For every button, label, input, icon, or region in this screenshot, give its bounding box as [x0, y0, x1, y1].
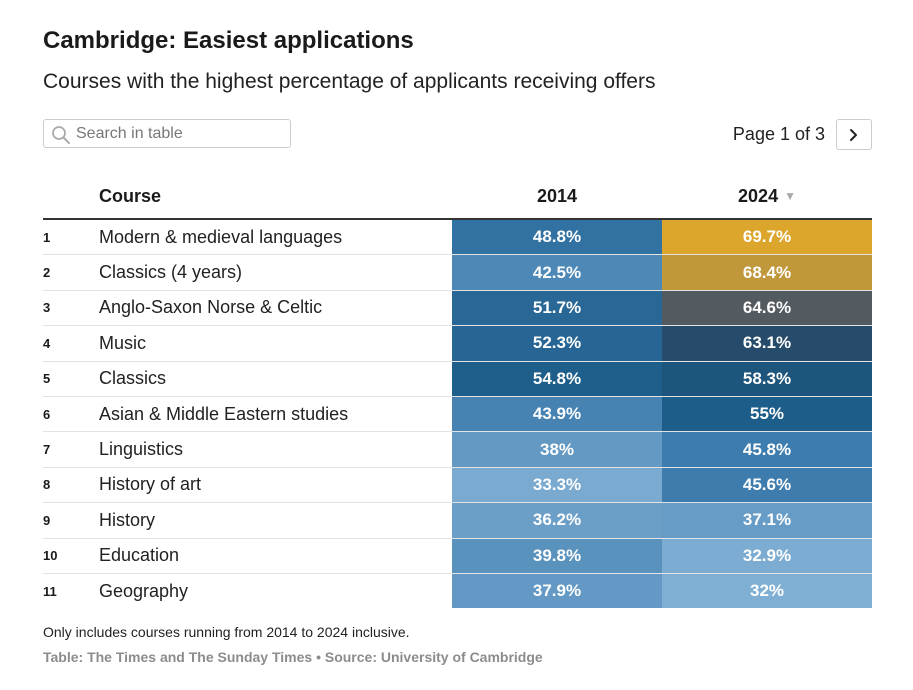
next-page-button[interactable]	[836, 119, 872, 150]
table-row: 10 Education 39.8% 32.9%	[43, 538, 872, 574]
row-rank: 8	[43, 467, 99, 504]
row-rank: 6	[43, 396, 99, 433]
value-2014-cell: 54.8%	[452, 361, 662, 397]
value-2024-cell: 55%	[662, 396, 872, 433]
row-course: History	[99, 502, 452, 539]
value-2014-cell: 51.7%	[452, 290, 662, 327]
chart-subtitle: Courses with the highest percentage of a…	[43, 70, 656, 93]
row-rank: 3	[43, 290, 99, 327]
row-course: Asian & Middle Eastern studies	[99, 396, 452, 433]
year-2014-header-label: 2014	[536, 185, 578, 206]
value-2024-cell: 68.4%	[662, 254, 872, 291]
table-header-row: Course 2014 2024 ▼	[43, 174, 872, 220]
value-2024-cell: 45.8%	[662, 431, 872, 468]
table-row: 3 Anglo-Saxon Norse & Celtic 51.7% 64.6%	[43, 290, 872, 327]
row-rank: 7	[43, 431, 99, 468]
table-row: 8 History of art 33.3% 45.6%	[43, 467, 872, 504]
table-row: 7 Linguistics 38% 45.8%	[43, 431, 872, 468]
row-rank: 4	[43, 325, 99, 362]
value-2014-cell: 37.9%	[452, 573, 662, 609]
value-2024-cell: 37.1%	[662, 502, 872, 539]
footnote: Only includes courses running from 2014 …	[43, 624, 410, 640]
year-2014-column-header[interactable]: 2014	[452, 174, 662, 220]
row-rank: 1	[43, 219, 99, 256]
value-2024-cell: 64.6%	[662, 290, 872, 327]
value-2014-cell: 52.3%	[452, 325, 662, 362]
row-course: Education	[99, 538, 452, 574]
value-2024-cell: 45.6%	[662, 467, 872, 504]
source-credit: Table: The Times and The Sunday Times • …	[43, 649, 543, 665]
value-2014-cell: 39.8%	[452, 538, 662, 574]
value-2024-cell: 69.7%	[662, 219, 872, 256]
table-row: 4 Music 52.3% 63.1%	[43, 325, 872, 362]
sort-descending-icon: ▼	[784, 188, 796, 203]
search-box	[43, 119, 291, 148]
row-rank: 9	[43, 502, 99, 539]
value-2024-cell: 32%	[662, 573, 872, 609]
table-row: 1 Modern & medieval languages 48.8% 69.7%	[43, 219, 872, 256]
table-row: 6 Asian & Middle Eastern studies 43.9% 55%	[43, 396, 872, 433]
row-course: History of art	[99, 467, 452, 504]
value-2014-cell: 42.5%	[452, 254, 662, 291]
row-course: Classics	[99, 361, 452, 397]
row-rank: 11	[43, 583, 57, 599]
year-2024-column-header[interactable]: 2024 ▼	[662, 174, 872, 220]
chevron-right-icon	[850, 129, 857, 141]
row-rank: 5	[43, 361, 99, 397]
row-rank: 10	[43, 538, 99, 574]
rank-column-header	[43, 174, 99, 220]
table-body: 1 Modern & medieval languages 48.8% 69.7% 2 C…	[43, 219, 872, 609]
row-rank: 2	[43, 254, 99, 291]
row-course: Anglo-Saxon Norse & Celtic	[99, 290, 452, 327]
value-2014-cell: 48.8%	[452, 219, 662, 256]
year-2024-header-label: 2024	[738, 185, 779, 206]
pagination-label: Page 1 of 3	[732, 124, 825, 144]
value-2024-cell: 32.9%	[662, 538, 872, 574]
table-row: 11 Geography 37.9% 32%	[43, 573, 872, 609]
row-course: Music	[99, 325, 452, 362]
value-2014-cell: 33.3%	[452, 467, 662, 504]
table-row: 9 History 36.2% 37.1%	[43, 502, 872, 539]
data-table: Course 2014 2024 ▼ 1 Modern & medieval lan…	[43, 174, 872, 609]
search-input[interactable]	[76, 120, 286, 147]
row-course: Geography	[99, 580, 189, 601]
value-2014-cell: 36.2%	[452, 502, 662, 539]
search-icon	[51, 125, 71, 145]
table-row: 5 Classics 54.8% 58.3%	[43, 361, 872, 397]
value-2014-cell: 38%	[452, 431, 662, 468]
value-2024-cell: 58.3%	[662, 361, 872, 397]
table-row: 2 Classics (4 years) 42.5% 68.4%	[43, 254, 872, 291]
course-header-label: Course	[99, 185, 162, 206]
value-2014-cell: 43.9%	[452, 396, 662, 433]
row-course: Modern & medieval languages	[99, 219, 452, 256]
row-course: Linguistics	[99, 431, 452, 468]
chart-title: Cambridge: Easiest applications	[43, 27, 414, 54]
course-column-header[interactable]: Course	[99, 174, 452, 220]
value-2024-cell: 63.1%	[662, 325, 872, 362]
row-course: Classics (4 years)	[99, 254, 452, 291]
